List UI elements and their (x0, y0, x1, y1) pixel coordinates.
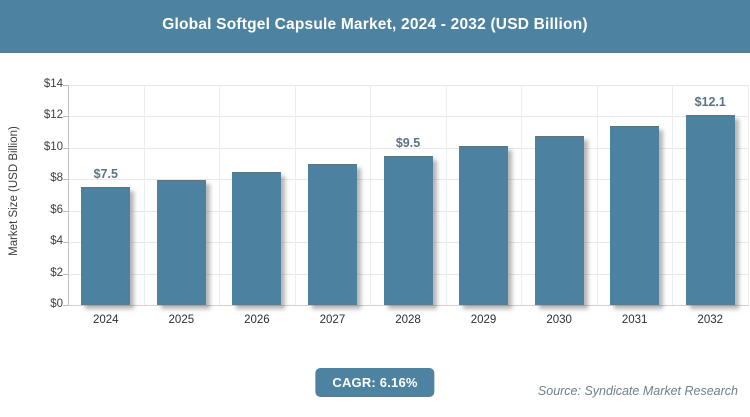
bar-value-label: $7.5 (93, 167, 118, 182)
bar-2030 (534, 136, 584, 305)
x-tick-label: 2025 (168, 314, 195, 326)
bar-2024 (81, 187, 131, 305)
x-tick-label: 2032 (697, 314, 724, 326)
bar-2031 (610, 125, 660, 305)
y-tick-label: $2 (50, 266, 63, 279)
y-tick-label: $8 (50, 172, 63, 185)
gridline-vertical (445, 85, 447, 305)
x-tick-label: 2031 (621, 314, 648, 326)
gridline-horizontal (68, 305, 749, 306)
y-tick-label: $10 (43, 140, 63, 153)
bar-2027 (307, 164, 357, 305)
y-axis-line (68, 85, 69, 305)
gridline-vertical (521, 85, 523, 305)
y-tick-mark (63, 305, 68, 306)
bar-value-label: $12.1 (694, 94, 726, 109)
x-tick-label: 2024 (92, 314, 119, 326)
y-tick-mark (63, 179, 68, 181)
y-tick-mark (63, 210, 68, 212)
x-tick-label: 2029 (470, 314, 497, 326)
y-tick-mark (63, 116, 68, 118)
chart-title: Global Softgel Capsule Market, 2024 - 20… (162, 15, 588, 33)
bar-2025 (156, 179, 206, 305)
y-tick-mark (63, 85, 68, 86)
gridline-vertical (748, 85, 749, 305)
y-tick-label: $12 (43, 109, 63, 122)
bar-2032 (685, 114, 735, 305)
gridline-vertical (596, 85, 598, 305)
y-tick-label: $14 (43, 78, 63, 90)
y-tick-mark (63, 273, 68, 275)
bar-2026 (232, 172, 282, 305)
bar-2028 (383, 155, 433, 305)
gridline-vertical (219, 85, 221, 305)
y-tick-mark (63, 242, 68, 244)
gridline-horizontal (68, 147, 749, 149)
bar-2029 (459, 146, 509, 305)
gridline-horizontal (68, 116, 749, 118)
x-tick-label: 2027 (319, 314, 346, 326)
gridline-horizontal (68, 85, 749, 86)
y-tick-label: $4 (50, 235, 63, 248)
bar-value-label: $9.5 (395, 135, 421, 150)
gridline-vertical (672, 85, 674, 305)
gridline-vertical (294, 85, 296, 305)
x-tick-label: 2028 (395, 314, 421, 326)
header-bar: Global Softgel Capsule Market, 2024 - 20… (0, 0, 750, 53)
y-tick-label: $6 (50, 203, 63, 216)
cagr-badge: CAGR: 6.16% (315, 368, 435, 397)
x-tick-label: 2026 (244, 314, 270, 326)
y-tick-mark (63, 147, 68, 149)
gridline-vertical (143, 85, 145, 305)
source-credit: Source: Syndicate Market Research (537, 384, 738, 398)
y-tick-label: $0 (50, 298, 63, 310)
gridline-vertical (370, 85, 372, 305)
x-tick-label: 2030 (546, 314, 572, 326)
